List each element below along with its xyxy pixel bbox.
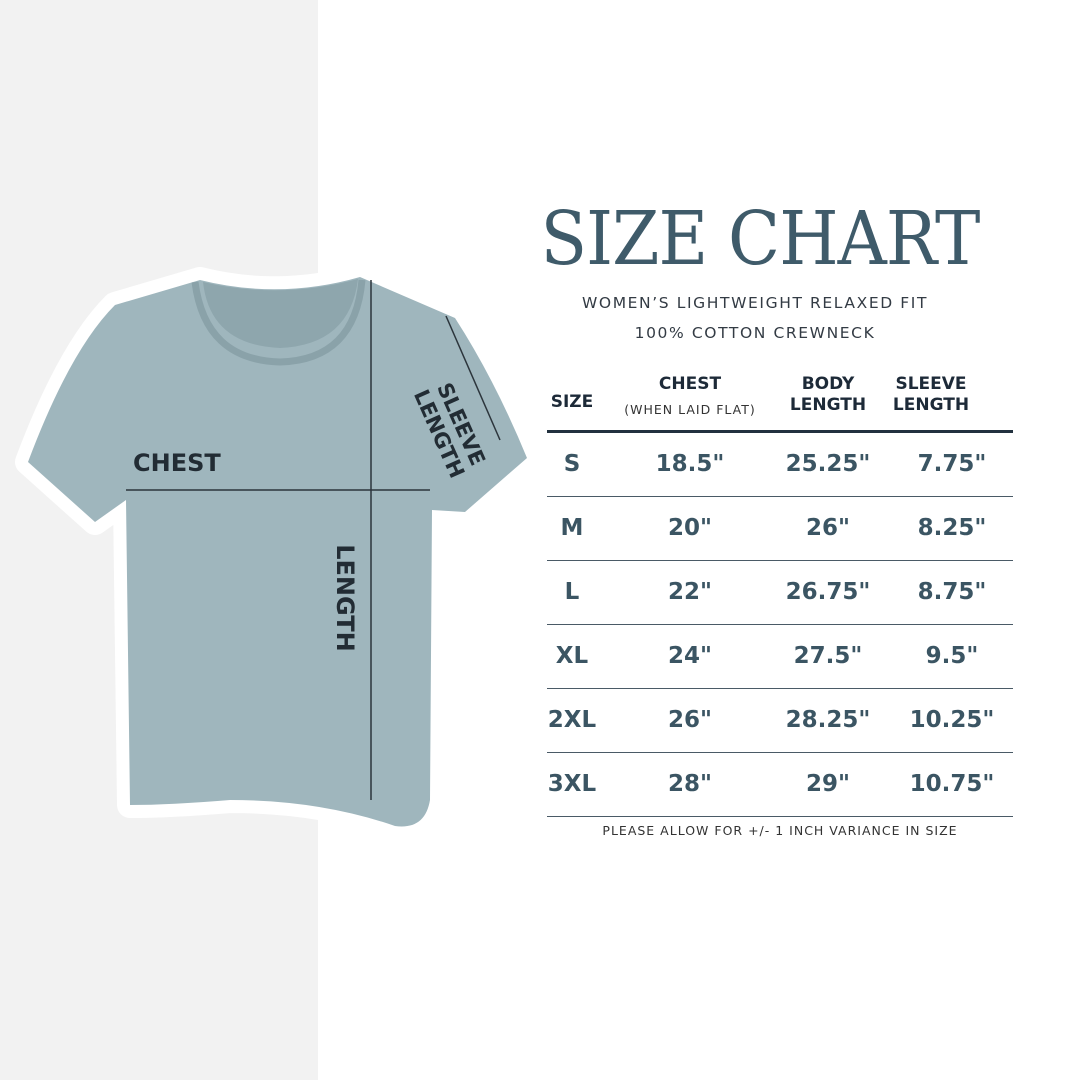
- cell-sleeve-length: 7.75": [917, 451, 987, 477]
- header-sleeve-length: SLEEVE LENGTH: [866, 374, 996, 416]
- cell-body-length: 25.25": [785, 451, 871, 477]
- cell-body-length: 28.25": [785, 707, 871, 733]
- sleeve-line: [445, 315, 501, 441]
- header-size: SIZE: [550, 392, 594, 412]
- shirt-body: [28, 277, 527, 827]
- cell-chest: 28": [668, 771, 712, 797]
- cell-chest: 22": [668, 579, 712, 605]
- page-title: SIZE CHART: [540, 196, 980, 282]
- table-row: 3XL 28" 29" 10.75": [547, 753, 1013, 817]
- cell-chest: 26": [668, 707, 712, 733]
- header-body-line1: BODY: [801, 374, 855, 394]
- header-sleeve-line2: LENGTH: [892, 395, 970, 415]
- size-table: SIZE CHEST (WHEN LAID FLAT) BODY LENGTH …: [547, 366, 1013, 817]
- table-header: SIZE CHEST (WHEN LAID FLAT) BODY LENGTH …: [547, 366, 1013, 433]
- subtitle-line2: 100% COTTON CREWNECK: [634, 324, 876, 342]
- cell-sleeve-length: 9.5": [925, 643, 979, 669]
- header-body-length: BODY LENGTH: [763, 374, 893, 416]
- cell-chest: 18.5": [655, 451, 725, 477]
- cell-sleeve-length: 8.75": [917, 579, 987, 605]
- subtitle-line1: WOMEN’S LIGHTWEIGHT RELAXED FIT: [581, 294, 929, 312]
- tshirt-illustration: [28, 277, 527, 827]
- cell-chest: 24": [668, 643, 712, 669]
- table-row: 2XL 26" 28.25" 10.25": [547, 689, 1013, 753]
- header-chest-note: (WHEN LAID FLAT): [624, 402, 756, 417]
- cell-size: 2XL: [547, 707, 597, 733]
- cell-body-length: 27.5": [793, 643, 863, 669]
- cell-chest: 20": [668, 515, 712, 541]
- cell-size: M: [560, 515, 584, 541]
- table-row: XL 24" 27.5" 9.5": [547, 625, 1013, 689]
- cell-sleeve-length: 8.25": [917, 515, 987, 541]
- table-row: M 20" 26" 8.25": [547, 497, 1013, 561]
- cell-sleeve-length: 10.25": [909, 707, 995, 733]
- cell-sleeve-length: 10.75": [909, 771, 995, 797]
- cell-size: XL: [555, 643, 589, 669]
- cell-body-length: 29": [806, 771, 850, 797]
- header-chest: CHEST (WHEN LAID FLAT): [605, 374, 775, 420]
- cell-size: 3XL: [547, 771, 597, 797]
- header-chest-label: CHEST: [658, 374, 722, 394]
- table-row: L 22" 26.75" 8.75": [547, 561, 1013, 625]
- header-sleeve-line1: SLEEVE: [895, 374, 967, 394]
- cell-size: S: [563, 451, 581, 477]
- cell-body-length: 26.75": [785, 579, 871, 605]
- variance-footnote: PLEASE ALLOW FOR +/- 1 INCH VARIANCE IN …: [602, 823, 958, 838]
- cell-body-length: 26": [806, 515, 850, 541]
- table-row: S 18.5" 25.25" 7.75": [547, 433, 1013, 497]
- header-body-line2: LENGTH: [789, 395, 867, 415]
- cell-size: L: [564, 579, 580, 605]
- chest-label: CHEST: [133, 449, 221, 477]
- length-label: LENGTH: [331, 544, 359, 652]
- neckline: [191, 279, 366, 366]
